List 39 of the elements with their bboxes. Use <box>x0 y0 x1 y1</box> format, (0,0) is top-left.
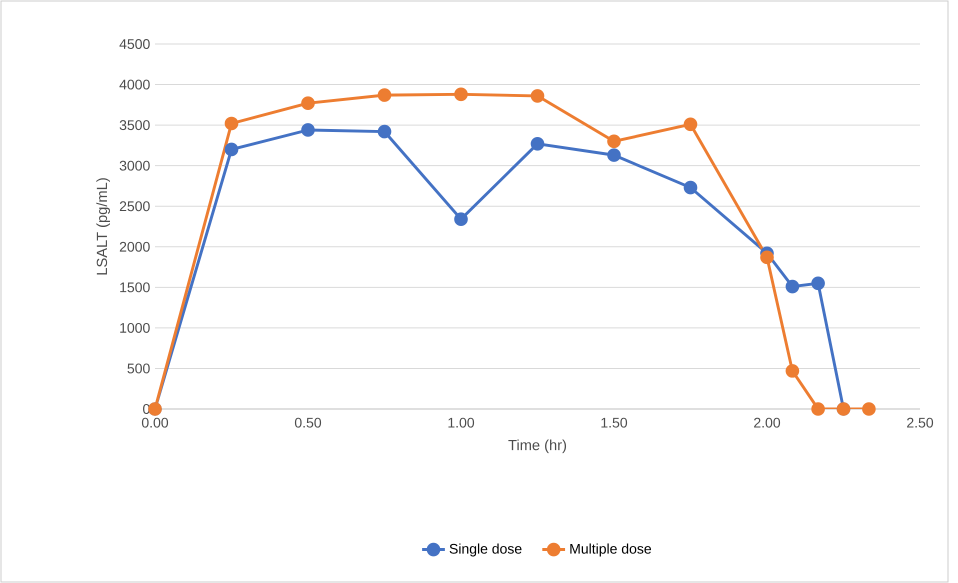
x-tick-label: 1.00 <box>448 418 474 428</box>
point <box>378 124 392 138</box>
x-tick-label: 0.50 <box>294 418 322 428</box>
point <box>224 116 238 130</box>
x-axis-title: Time (hr) <box>508 439 566 454</box>
point <box>301 96 315 110</box>
x-tick-label: 1.50 <box>601 418 628 428</box>
point <box>454 212 468 226</box>
legend-label: Multiple dose <box>570 543 652 556</box>
y-tick-label: 3500 <box>120 120 150 130</box>
point <box>378 88 392 102</box>
point <box>301 123 315 137</box>
point <box>530 136 544 151</box>
point <box>224 142 238 156</box>
point <box>760 250 774 264</box>
point <box>811 402 825 416</box>
point <box>607 148 621 162</box>
y-tick-label: 1000 <box>120 322 150 333</box>
legend-label: Single dose <box>450 543 522 556</box>
y-tick-label: 1500 <box>120 282 150 292</box>
point <box>862 402 876 416</box>
point <box>684 118 698 132</box>
x-tick-label: 2.00 <box>754 418 780 428</box>
x-tick-label: 0.00 <box>142 418 168 428</box>
point <box>811 276 825 290</box>
y-tick-label: 500 <box>127 364 150 374</box>
y-axis-title: LSALT (pg/mL) <box>96 178 110 274</box>
y-tick-label: 4500 <box>119 39 150 49</box>
y-tick-label: 2500 <box>120 201 150 212</box>
y-tick-label: 4000 <box>119 80 150 90</box>
point <box>684 180 698 194</box>
point <box>786 280 800 294</box>
y-tick-label: 2000 <box>120 242 150 252</box>
point <box>607 134 621 148</box>
point <box>786 364 800 378</box>
y-tick-label: 3000 <box>120 160 150 171</box>
point <box>454 87 468 102</box>
point <box>530 89 544 103</box>
x-tick-label: 2.50 <box>907 418 934 428</box>
